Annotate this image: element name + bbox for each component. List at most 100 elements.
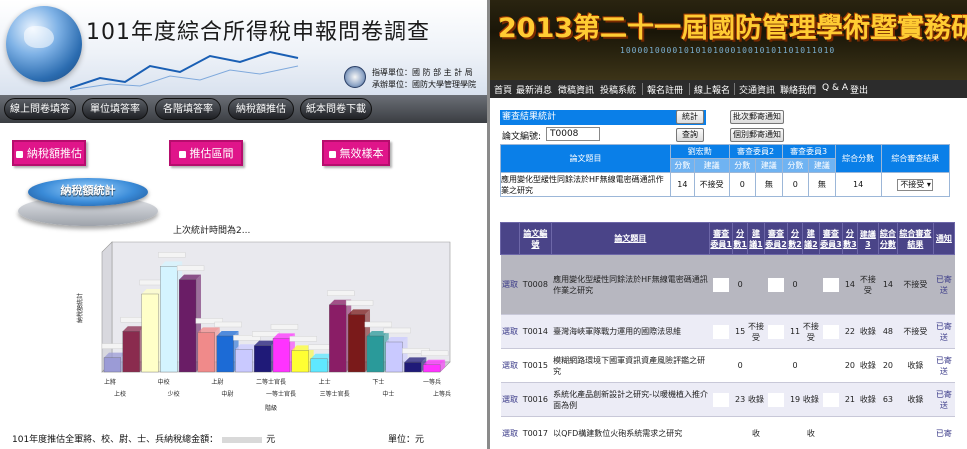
single-mail-button[interactable]: 個別郵寄通知 [730, 128, 784, 142]
nav-qa[interactable]: Q & A [822, 83, 848, 93]
cell-action[interactable]: 選取 [500, 254, 520, 315]
bar-top [235, 344, 258, 350]
cell-action[interactable]: 選取 [500, 416, 520, 449]
cell-s2: 0 [787, 348, 803, 383]
table-row[interactable]: 選取 T0016 系統化產品創新設計之研究-以暖機植入推介面為例 23 收錄 19 收錄 21… [500, 382, 955, 417]
estimate-interval-button[interactable]: 推估區間 [169, 140, 243, 166]
bar-三等士官長 [310, 358, 328, 373]
table-row[interactable]: 選取 T0014 臺灣海峽軍隊戰力運用的國際法思維 15 不接受 11 不接受 22 收錄 48 不… [500, 314, 955, 349]
redacted-block [713, 324, 730, 339]
nav-call-for-papers[interactable]: 徵稿資訊 [558, 86, 595, 96]
cell-r2: 不接受 [802, 314, 820, 349]
bar-value-label-redacted [176, 265, 205, 271]
redacted-block [768, 277, 785, 292]
nav-news[interactable]: 最新消息 [516, 86, 553, 96]
cell-id: T0015 [519, 348, 552, 383]
redacted-reviewer [709, 348, 733, 383]
batch-mail-button[interactable]: 批次郵寄通知 [730, 110, 784, 124]
bar-一等兵 [404, 362, 422, 373]
review-stat-header: 審查結果統計 [500, 110, 706, 125]
t2-header-total[interactable]: 綜合分數 [877, 222, 898, 255]
cell-s3: 22 [842, 314, 858, 349]
paper-id-input[interactable]: T0008 [546, 127, 600, 141]
bar-上士 [329, 304, 347, 373]
nav-separator [689, 83, 690, 95]
nav-registration[interactable]: 報名註冊 [647, 86, 684, 96]
t2-header-advice1[interactable]: 建議1 [747, 222, 765, 255]
nav-contact[interactable]: 聯絡我們 [780, 86, 817, 96]
redacted-reviewer [819, 348, 843, 383]
cell-title: 應用變化型緩性同餘法於HF無線電密碼通訊作業之研究 [551, 254, 710, 315]
redacted-reviewer [819, 382, 843, 417]
redacted-block [822, 358, 839, 373]
redacted-block [713, 358, 730, 373]
t2-header-score1[interactable]: 分數1 [732, 222, 749, 255]
t1-header-result: 綜合審查結果 [880, 144, 951, 173]
bar-value-label-redacted [233, 334, 261, 341]
nav-home[interactable]: 首頁 [494, 86, 513, 96]
cell-action[interactable]: 選取 [500, 348, 520, 383]
t1-result-select[interactable]: 不接受 ▾ [880, 172, 951, 197]
t1-sub-score: 分數 [728, 158, 757, 173]
t1-advice1: 不接受 [693, 172, 730, 197]
bar-少將 [141, 293, 159, 373]
nav-unit-response-rate[interactable]: 單位填答率 [82, 98, 148, 120]
bar-top [179, 274, 202, 280]
x-tick-label: 二等士官長 [256, 378, 286, 386]
t2-header-advice3[interactable]: 建議3 [856, 222, 879, 255]
tax-estimate-button[interactable]: 納稅額推估 [12, 140, 86, 166]
t2-header-advice2[interactable]: 建議2 [801, 222, 820, 255]
nav-online-survey[interactable]: 線上問卷填答 [4, 98, 76, 120]
table-row[interactable]: 選取 T0015 模糊網路環境下國軍資訊資產風險評鑑之研究 0 0 20 收錄 20 收錄 已寄送 [500, 348, 955, 383]
stat-button[interactable]: 統計 [676, 110, 704, 124]
result-dropdown[interactable]: 不接受 ▾ [897, 178, 934, 191]
nav-rank-response-rate[interactable]: 各階填答率 [155, 98, 221, 120]
t2-header-id[interactable]: 論文編號 [519, 222, 552, 255]
t1-sub-advice: 建議 [808, 158, 836, 173]
cell-action[interactable]: 選取 [500, 382, 520, 417]
cell-action[interactable]: 選取 [500, 314, 520, 349]
nav-submission[interactable]: 投稿系統 [600, 86, 637, 96]
cell-id: T0016 [519, 382, 552, 417]
t2-header-result[interactable]: 綜合審查結果 [896, 222, 934, 255]
papers-review-table: 論文編號 論文題目 審查委員1 分數1 建議1 審查委員2 分數2 建議2 審查… [500, 222, 956, 449]
bar-下士 [366, 335, 384, 373]
t2-header-score2[interactable]: 分數2 [787, 222, 803, 255]
nav-tax-estimate[interactable]: 納稅額推估 [228, 98, 294, 120]
nav-traffic[interactable]: 交通資訊 [739, 86, 776, 96]
bar-上校 [160, 266, 178, 373]
t2-header-score3[interactable]: 分數3 [842, 222, 858, 255]
bar-top [122, 326, 145, 332]
t2-body: 選取 T0008 應用變化型緩性同餘法於HF無線電密碼通訊作業之研究 0 0 14 不接受 1… [500, 254, 955, 449]
t2-header-reviewer1[interactable]: 審查委員1 [709, 222, 734, 255]
t2-header-title[interactable]: 論文題目 [550, 222, 711, 255]
binary-decoration: 1000010000101010100010010101101011010 [620, 46, 836, 55]
cell-r3: 收錄 [857, 314, 879, 349]
table-row[interactable]: 選取 T0008 應用變化型緩性同餘法於HF無線電密碼通訊作業之研究 0 0 14 不接受 1… [500, 254, 955, 315]
last-stat-time: 上次統計時間為2... [173, 226, 251, 236]
t1-advice2: 無 [755, 172, 783, 197]
t2-header-reviewer3[interactable]: 審查委員3 [818, 222, 844, 255]
cell-r3 [857, 416, 879, 449]
cell-title: 以QFD構建數位火砲系統需求之研究 [551, 416, 710, 449]
t2-header-reviewer2[interactable]: 審查委員2 [763, 222, 789, 255]
nav-online-register[interactable]: 線上報名 [694, 86, 731, 96]
redacted-block [822, 277, 839, 292]
x-tick-label: 一等兵 [423, 378, 441, 386]
t2-header-notice[interactable]: 通知 [932, 222, 956, 255]
redacted-block [822, 324, 839, 339]
nav-paper-survey-download[interactable]: 紙本問卷下載 [300, 98, 372, 120]
query-button[interactable]: 查詢 [676, 128, 704, 142]
t1-header-total: 綜合分數 [834, 144, 882, 173]
cell-notice: 已寄送 [933, 382, 955, 417]
cell-s2: 11 [787, 314, 803, 349]
nav-logout[interactable]: 登出 [850, 86, 869, 96]
invalid-samples-button[interactable]: 無效樣本 [322, 140, 390, 166]
conference-banner: 2013第二十一屆國防管理學術暨實務研討會 100001000010101010… [490, 0, 967, 80]
bar-value-label-redacted [195, 318, 223, 324]
table-row[interactable]: 選取 T0017 以QFD構建數位火砲系統需求之研究 收 收 已寄 [500, 416, 955, 449]
survey-nav-bar: 線上問卷填答 單位填答率 各階填答率 納稅額推估 紙本問卷下載 [0, 95, 487, 123]
paper-id-label: 論文編號: [502, 132, 542, 142]
redacted-reviewer [709, 314, 733, 349]
nav-separator [734, 83, 735, 95]
